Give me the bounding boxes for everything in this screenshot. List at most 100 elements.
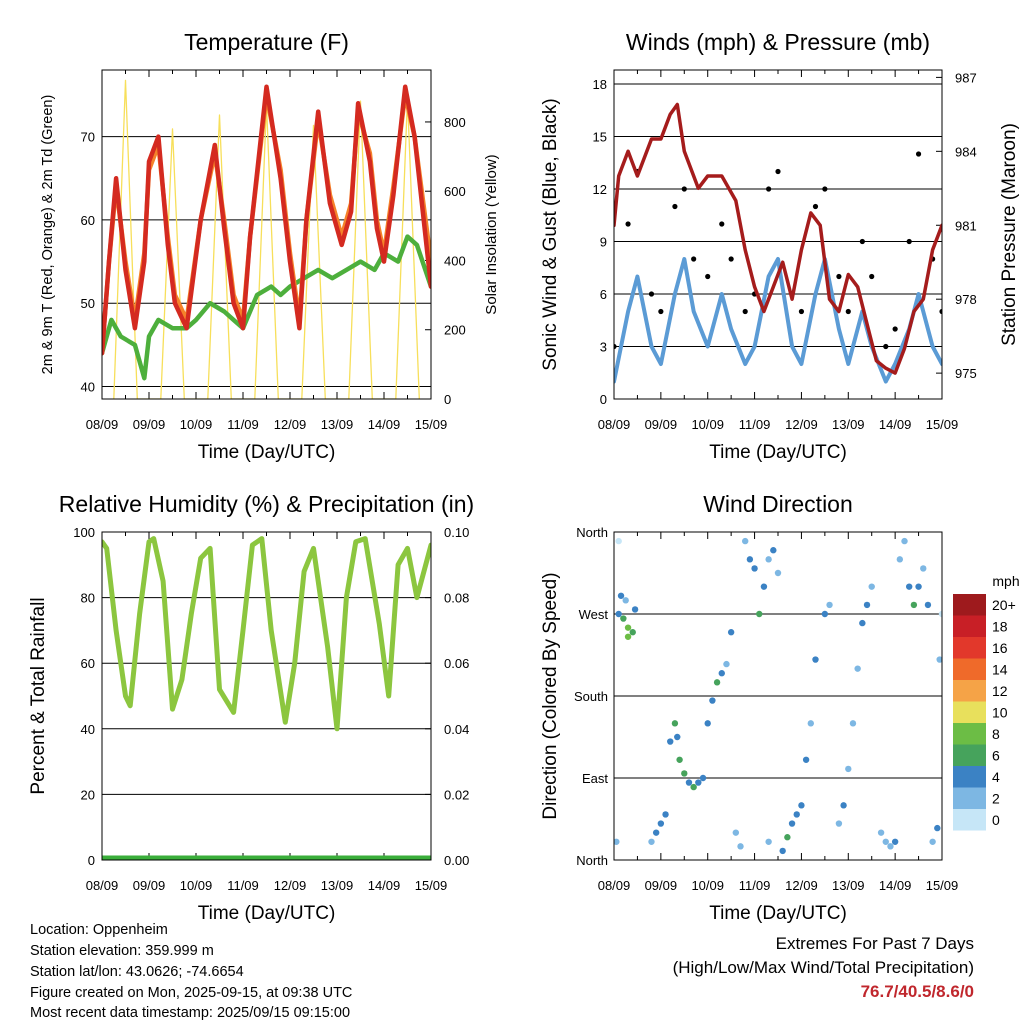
y2-tick-label: 978 (955, 292, 977, 307)
direction-point (798, 802, 805, 809)
y2-tick-label: 0.00 (444, 853, 469, 868)
gust-point (883, 343, 889, 350)
direction-point (756, 610, 763, 618)
y-tick-label: 100 (73, 525, 95, 540)
direction-point (690, 783, 697, 791)
gust-point (822, 186, 828, 192)
gust-point (845, 308, 851, 315)
y2-tick-label: 0.10 (444, 525, 469, 540)
legend-swatch (953, 744, 986, 766)
temperature-ylabel-right: Solar Insolation (Yellow) (483, 154, 500, 314)
y-tick-label: West (579, 607, 609, 622)
y2-tick-label: 984 (955, 144, 977, 159)
direction-point (723, 660, 730, 668)
direction-point (648, 838, 655, 845)
legend-label: 14 (992, 662, 1008, 678)
y2-tick-label: 0.08 (444, 591, 469, 606)
direction-point (615, 610, 622, 618)
legend-swatch (953, 701, 986, 723)
direction-point (826, 601, 833, 609)
gust-point (742, 308, 748, 315)
x-tick-label: 15/09 (926, 417, 959, 432)
direction-point (770, 547, 777, 554)
gust-point (705, 273, 711, 280)
legend-label: 10 (992, 705, 1008, 721)
x-tick-label: 08/09 (86, 417, 119, 432)
y-tick-label: South (574, 689, 608, 704)
humidity-ylabel: Percent & Total Rainfall (28, 597, 49, 794)
legend-swatch (953, 723, 986, 745)
direction-point (732, 829, 740, 836)
x-tick-label: 13/09 (832, 878, 865, 893)
direction-point (699, 774, 707, 782)
x-tick-label: 11/09 (227, 878, 259, 893)
y-tick-label: 0 (88, 853, 95, 868)
gust-point (681, 186, 687, 192)
y2-tick-label: 975 (955, 366, 977, 381)
legend-label: 20+ (992, 597, 1016, 613)
direction-point (727, 629, 735, 636)
y-tick-label: 18 (593, 77, 607, 92)
legend-label: 4 (992, 769, 1000, 785)
direction-ylabel: Direction (Colored By Speed) (540, 572, 561, 819)
x-tick-label: 13/09 (321, 417, 354, 432)
direction-point (877, 829, 885, 836)
direction-point (620, 615, 627, 622)
humidity-xlabel: Time (Day/UTC) (198, 903, 336, 924)
figure-created: Figure created on Mon, 2025-09-15, at 09… (30, 985, 353, 1001)
x-tick-label: 14/09 (368, 417, 401, 432)
gust-point (892, 326, 898, 332)
winds-title: Winds (mph) & Pressure (mb) (626, 29, 930, 55)
gust-point (812, 203, 819, 210)
legend-label: 16 (992, 640, 1008, 656)
direction-point (812, 656, 819, 663)
direction-point (713, 679, 721, 686)
direction-point (868, 583, 875, 590)
station-latlon: Station lat/lon: 43.0626; -74.6654 (30, 964, 244, 980)
direction-point (674, 733, 681, 741)
y2-tick-label: 0.06 (444, 656, 469, 671)
gust-point (766, 186, 772, 192)
gust-point (648, 291, 655, 297)
gust-point (691, 256, 697, 262)
x-tick-label: 11/09 (739, 417, 771, 432)
direction-point (938, 610, 942, 618)
x-tick-label: 12/09 (785, 417, 818, 432)
direction-point (760, 583, 768, 590)
gust-point (906, 238, 912, 245)
direction-point (631, 606, 639, 613)
direction-point (929, 838, 936, 845)
extremes-subtitle: (High/Low/Max Wind/Total Precipitation) (672, 958, 974, 977)
gust-point (658, 308, 664, 315)
extremes-block: Extremes For Past 7 Days (High/Low/Max W… (673, 934, 974, 1002)
gust-point (719, 221, 725, 227)
y-tick-label: 9 (600, 235, 607, 250)
x-tick-label: 15/09 (415, 878, 448, 893)
x-tick-label: 09/09 (133, 417, 166, 432)
direction-point (793, 811, 800, 818)
y-tick-label: 0 (600, 392, 607, 407)
direction-title: Wind Direction (703, 491, 853, 517)
series-pressure-line (614, 102, 942, 375)
direction-point (662, 811, 669, 818)
direction-point (784, 834, 791, 841)
direction-point (657, 820, 665, 827)
gust-point (625, 221, 631, 227)
legend-swatch (953, 637, 986, 659)
direction-point (742, 537, 749, 545)
direction-point (821, 610, 829, 618)
x-tick-label: 15/09 (926, 878, 959, 893)
direction-point (737, 843, 744, 850)
series-solar-line (113, 79, 420, 399)
x-tick-label: 11/09 (739, 878, 771, 893)
gust-point (775, 168, 781, 175)
direction-point (920, 565, 927, 572)
direction-point (840, 802, 847, 809)
panel-direction (613, 531, 986, 861)
legend-label: 8 (992, 726, 1000, 742)
gust-point (859, 238, 865, 245)
direction-point (617, 592, 625, 599)
x-tick-label: 10/09 (180, 878, 213, 893)
legend-label: 12 (992, 683, 1008, 699)
x-tick-label: 11/09 (227, 417, 259, 432)
